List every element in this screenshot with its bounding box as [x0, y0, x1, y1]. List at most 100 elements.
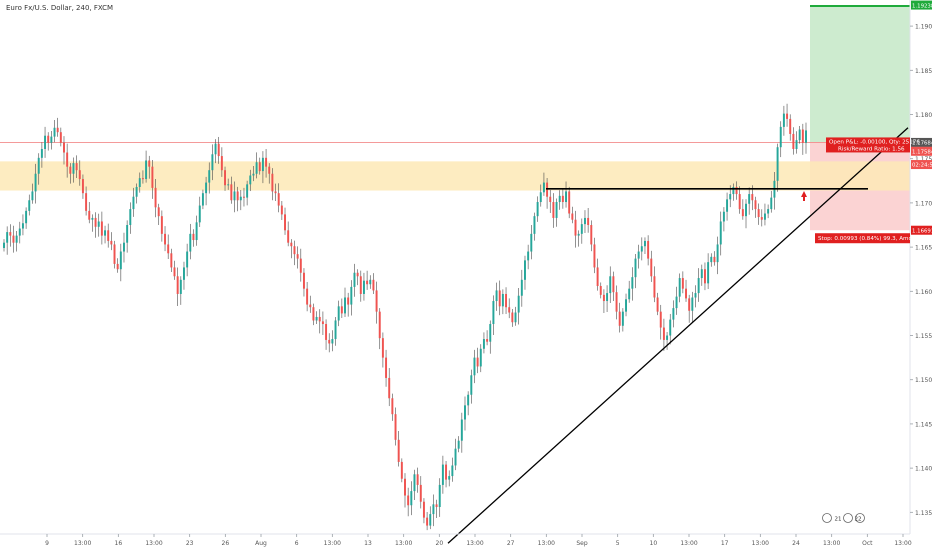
stop-price-label: 1.16691: [912, 228, 932, 234]
candle-body: [707, 262, 710, 284]
candle-body: [729, 194, 732, 200]
candle-body: [435, 504, 438, 508]
candles-layer: [3, 103, 807, 531]
candle-body: [334, 320, 337, 340]
entry-price-label: 1.17684: [912, 141, 932, 147]
candle-body: [328, 339, 331, 344]
candle-body: [88, 210, 91, 220]
time-tick-label: 10: [650, 540, 658, 547]
candle-body: [574, 219, 577, 236]
time-tick-label: 16: [115, 540, 123, 547]
candle-body: [315, 316, 318, 321]
time-tick-label: 24: [792, 540, 800, 547]
candle-body: [520, 279, 523, 296]
candle-body: [132, 196, 135, 210]
candle-body: [173, 267, 176, 277]
open-pl-box: [826, 137, 910, 153]
candle-body: [91, 217, 94, 220]
candle-body: [274, 191, 277, 194]
candle-body: [416, 474, 419, 485]
price-labels-layer: 1.19238 1.17684 1.17584 02:24:59 1.16691 Open…: [815, 0, 932, 244]
candle-body: [615, 292, 618, 312]
rising-trendline: [447, 127, 909, 544]
candle-body: [135, 186, 138, 197]
candle-body: [201, 193, 204, 206]
symbol-title: Euro Fx/U.S. Dollar, 240, FXCM: [6, 4, 114, 12]
candle-body: [451, 465, 454, 477]
candle-body: [397, 439, 400, 462]
candle-body: [776, 147, 779, 181]
price-label-box: [911, 0, 932, 10]
candle-body: [299, 258, 302, 273]
earnings-marker-label: 22: [855, 517, 862, 523]
candle-body: [489, 324, 492, 342]
candle-body: [284, 214, 286, 231]
candle-body: [640, 246, 643, 252]
candle-body: [151, 166, 154, 188]
last-price-price-label: 1.17584: [912, 149, 932, 155]
candle-body: [770, 197, 773, 210]
candle-body: [372, 279, 375, 291]
candle-body: [748, 194, 751, 204]
profit-zone: [810, 5, 910, 143]
price-tick-label: 1.18500: [915, 68, 932, 75]
candle-body: [659, 311, 662, 328]
candle-body: [530, 233, 533, 252]
candle-body: [745, 203, 747, 217]
price-tick-label: 1.15000: [915, 377, 932, 384]
candle-body: [72, 163, 75, 174]
candle-body: [757, 209, 760, 218]
candle-body: [246, 184, 249, 198]
candle-body: [454, 448, 457, 466]
earnings-marker-icon: [843, 513, 853, 523]
candle-body: [763, 213, 766, 220]
indicator-markers: 21 22: [822, 513, 865, 523]
time-tick-label: Aug: [255, 540, 267, 547]
candle-body: [375, 290, 378, 312]
candle-body: [666, 335, 669, 340]
candle-body: [511, 312, 514, 323]
candle-body: [205, 182, 208, 194]
candle-body: [381, 338, 384, 358]
candle-body: [277, 193, 280, 206]
candle-body: [760, 217, 763, 220]
candle-body: [356, 272, 359, 277]
candle-body: [344, 297, 346, 314]
candle-body: [388, 377, 391, 399]
candle-body: [220, 156, 223, 171]
candle-body: [628, 288, 631, 300]
candle-body: [56, 127, 59, 133]
candle-body: [21, 223, 24, 229]
price-label-box: [911, 160, 932, 170]
price-tick-label: 1.17500: [915, 156, 932, 163]
candle-body: [129, 209, 132, 226]
candle-body: [217, 143, 220, 157]
candle-body: [265, 157, 268, 167]
candle-body: [47, 135, 50, 143]
candle-body: [508, 307, 511, 313]
candle-body: [44, 135, 47, 149]
candle-body: [732, 186, 735, 195]
candle-body: [410, 491, 413, 506]
candle-body: [37, 157, 40, 174]
candle-body: [182, 267, 185, 280]
candle-body: [514, 312, 517, 323]
candle-body: [148, 160, 151, 167]
candle-body: [476, 357, 479, 367]
countdown-price-label: 02:24:59: [912, 163, 932, 169]
candle-body: [685, 288, 687, 299]
candle-body: [214, 143, 217, 155]
candle-body: [419, 484, 422, 502]
candle-body: [290, 242, 293, 247]
candle-body: [558, 195, 561, 203]
candle-body: [59, 132, 62, 143]
candle-body: [805, 130, 807, 143]
candle-body: [359, 276, 362, 294]
candle-body: [426, 517, 429, 526]
candle-body: [609, 276, 612, 294]
candle-body: [492, 301, 495, 325]
candle-body: [208, 170, 211, 183]
candle-body: [460, 419, 463, 441]
